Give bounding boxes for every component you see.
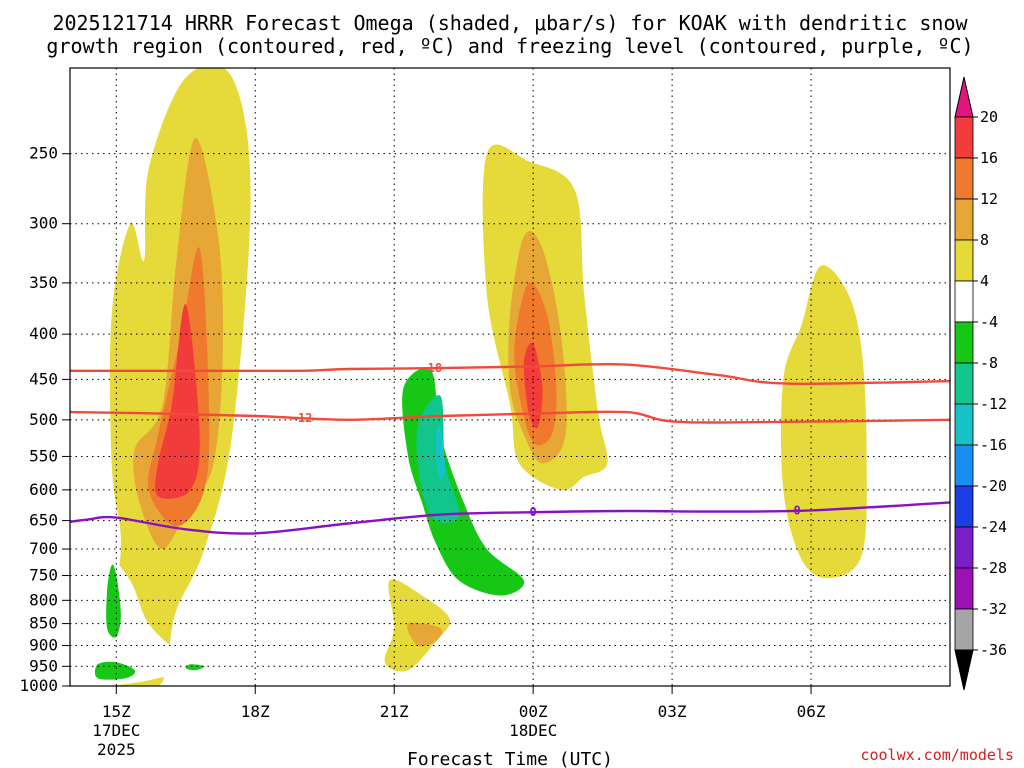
colorbar-band--36--32 xyxy=(954,608,974,651)
omega-region-8 xyxy=(185,664,205,671)
y-tick-label-700: 700 xyxy=(29,539,58,558)
colorbar-label--8: -8 xyxy=(980,354,998,372)
colorbar-band--24--20 xyxy=(954,485,974,528)
colorbar-label-4: 4 xyxy=(980,272,989,290)
colorbar: 20 16 12 8 4 -4 -8 -12 -16 -20 -24 -28 -32 -36 xyxy=(954,76,1007,691)
x-axis-label: Forecast Time (UTC) xyxy=(407,749,613,768)
y-tick-label-300: 300 xyxy=(29,214,58,233)
omega-region-15 xyxy=(435,424,446,480)
colorbar-label--20: -20 xyxy=(980,477,1007,495)
y-tick-label-850: 850 xyxy=(29,614,58,633)
plot-frame xyxy=(69,67,951,687)
x-tick-label-21Z: 21Z xyxy=(380,702,409,721)
contour-label-2: 0 xyxy=(530,505,537,519)
contour-line-2 xyxy=(70,501,950,535)
x-tick-label-18Z: 18Z xyxy=(241,702,270,721)
chart-title-line1: 2025121714 HRRR Forecast Omega (shaded, … xyxy=(52,11,968,35)
x-tick-year-15Z: 2025 xyxy=(97,740,136,759)
colorbar-label--4: -4 xyxy=(980,313,998,331)
colorbar-label-20: 20 xyxy=(980,108,998,126)
omega-region-4 xyxy=(114,73,131,114)
y-tick-label-250: 250 xyxy=(29,144,58,163)
omega-region-16 xyxy=(465,663,526,679)
colorbar-label--16: -16 xyxy=(980,436,1007,454)
colorbar-band--12--8 xyxy=(954,362,974,405)
y-tick-label-900: 900 xyxy=(29,636,58,655)
omega-region-6 xyxy=(106,564,121,638)
contour-label-1: -12 xyxy=(291,411,313,425)
x-tick-label-03Z: 03Z xyxy=(658,702,687,721)
colorbar-label--36: -36 xyxy=(980,641,1007,659)
colorbar-band-8-12 xyxy=(954,198,974,241)
omega-region-5 xyxy=(92,548,210,685)
omega-region-21 xyxy=(666,274,682,384)
x-tick-label-00Z: 00Z xyxy=(519,702,548,721)
y-tick-label-600: 600 xyxy=(29,480,58,499)
plot-area: -18 -12 0 0 xyxy=(69,67,951,687)
contour-label-0: -18 xyxy=(420,361,442,375)
colorbar-label--12: -12 xyxy=(980,395,1007,413)
y-tick-label-400: 400 xyxy=(29,324,58,343)
gridlines xyxy=(70,68,950,686)
x-tick-label-06Z: 06Z xyxy=(797,702,826,721)
contour-line-1 xyxy=(70,410,950,424)
axis-ticks: 250 300 350 400 450 500 550 600 650 700 750 800 850 9… xyxy=(19,144,825,759)
colorbar-band--16--12 xyxy=(954,403,974,446)
source-credit[interactable]: coolwx.com/models xyxy=(860,746,1014,764)
colorbar-band-16-20 xyxy=(954,116,974,159)
x-tick-label-15Z: 15Z xyxy=(102,702,131,721)
y-tick-label-350: 350 xyxy=(29,273,58,292)
colorbar-band--8--4 xyxy=(954,321,974,364)
colorbar-label--32: -32 xyxy=(980,600,1007,618)
colorbar-label--24: -24 xyxy=(980,518,1007,536)
colorbar-bottom-arrow xyxy=(954,649,974,691)
omega-region-9 xyxy=(289,542,316,616)
colorbar-label-16: 16 xyxy=(980,149,998,167)
x-tick-date-15Z: 17DEC xyxy=(92,721,140,740)
omega-region-20 xyxy=(523,342,543,429)
y-tick-label-500: 500 xyxy=(29,410,58,429)
colorbar-label--28: -28 xyxy=(980,559,1007,577)
colorbar-band--32--28 xyxy=(954,567,974,610)
colorbar-label-12: 12 xyxy=(980,190,998,208)
y-tick-label-450: 450 xyxy=(29,369,58,388)
omega-region-11 xyxy=(407,622,443,647)
y-tick-label-750: 750 xyxy=(29,566,58,585)
y-tick-label-550: 550 xyxy=(29,446,58,465)
y-tick-label-950: 950 xyxy=(29,656,58,675)
contour-label-3: 0 xyxy=(794,504,801,518)
omega-region-3 xyxy=(155,303,200,499)
colorbar-band-4-8 xyxy=(954,239,974,282)
y-tick-label-650: 650 xyxy=(29,511,58,530)
x-tick-date-00Z: 18DEC xyxy=(509,721,557,740)
omega-region-23 xyxy=(579,675,655,683)
colorbar-top-arrow xyxy=(954,76,974,118)
y-tick-label-1000: 1000 xyxy=(19,676,58,695)
colorbar-band--4-4 xyxy=(954,280,974,323)
y-tick-label-800: 800 xyxy=(29,590,58,609)
colorbar-label-8: 8 xyxy=(980,231,989,249)
omega-region-12 xyxy=(365,261,543,620)
colorbar-band--28--24 xyxy=(954,526,974,569)
chart-title-line2: growth region (contoured, red, ºC) and f… xyxy=(46,34,973,58)
colorbar-band-12-16 xyxy=(954,157,974,200)
colorbar-band--20--16 xyxy=(954,444,974,487)
contour-line-0 xyxy=(70,362,950,385)
